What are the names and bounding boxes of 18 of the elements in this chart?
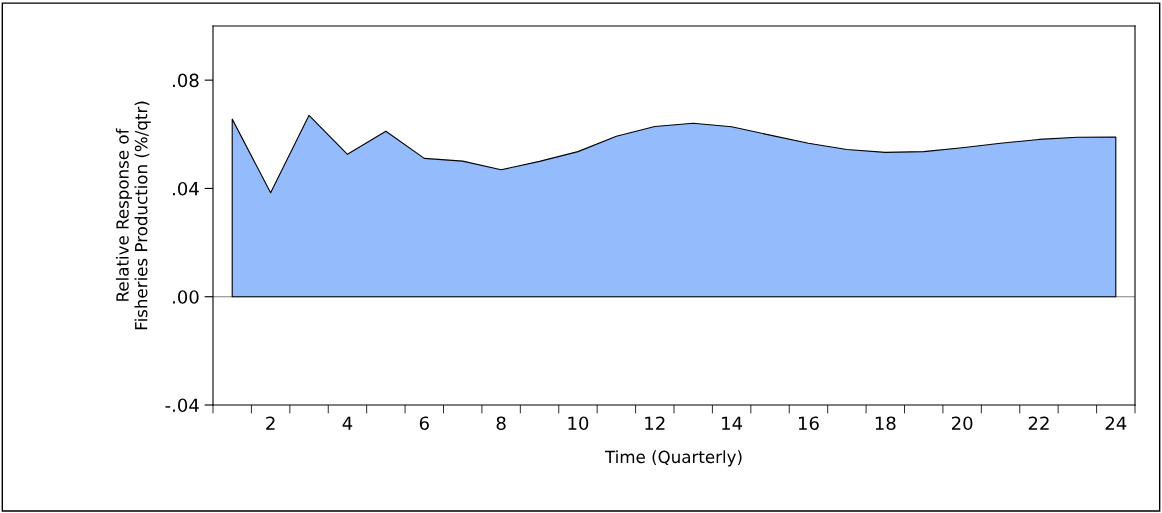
y-tick-label: .00	[173, 290, 199, 304]
x-tick-label: 24	[1105, 416, 1127, 430]
x-tick-label: 8	[496, 416, 506, 431]
y-tick-label: -.04	[165, 398, 199, 413]
x-tick-label: 18	[875, 416, 896, 431]
x-tick-label: 6	[419, 416, 429, 431]
x-tick-label: 12	[645, 416, 665, 430]
x-tick-label: 4	[342, 416, 353, 430]
x-tick-label: 10	[568, 416, 589, 431]
y-tick-label: .08	[173, 73, 199, 88]
y-axis-title: Relative Response of Fisheries Production (%/qtr)	[115, 101, 151, 330]
x-tick-label: 2	[266, 416, 275, 430]
x-tick-label: 20	[951, 416, 973, 431]
y-tick-label: .04	[173, 181, 199, 196]
x-tick-label: 14	[722, 416, 743, 430]
x-tick-label: 16	[798, 416, 819, 431]
x-axis-title: Time (Quarterly)	[604, 450, 742, 467]
x-tick-label: 22	[1028, 416, 1049, 430]
